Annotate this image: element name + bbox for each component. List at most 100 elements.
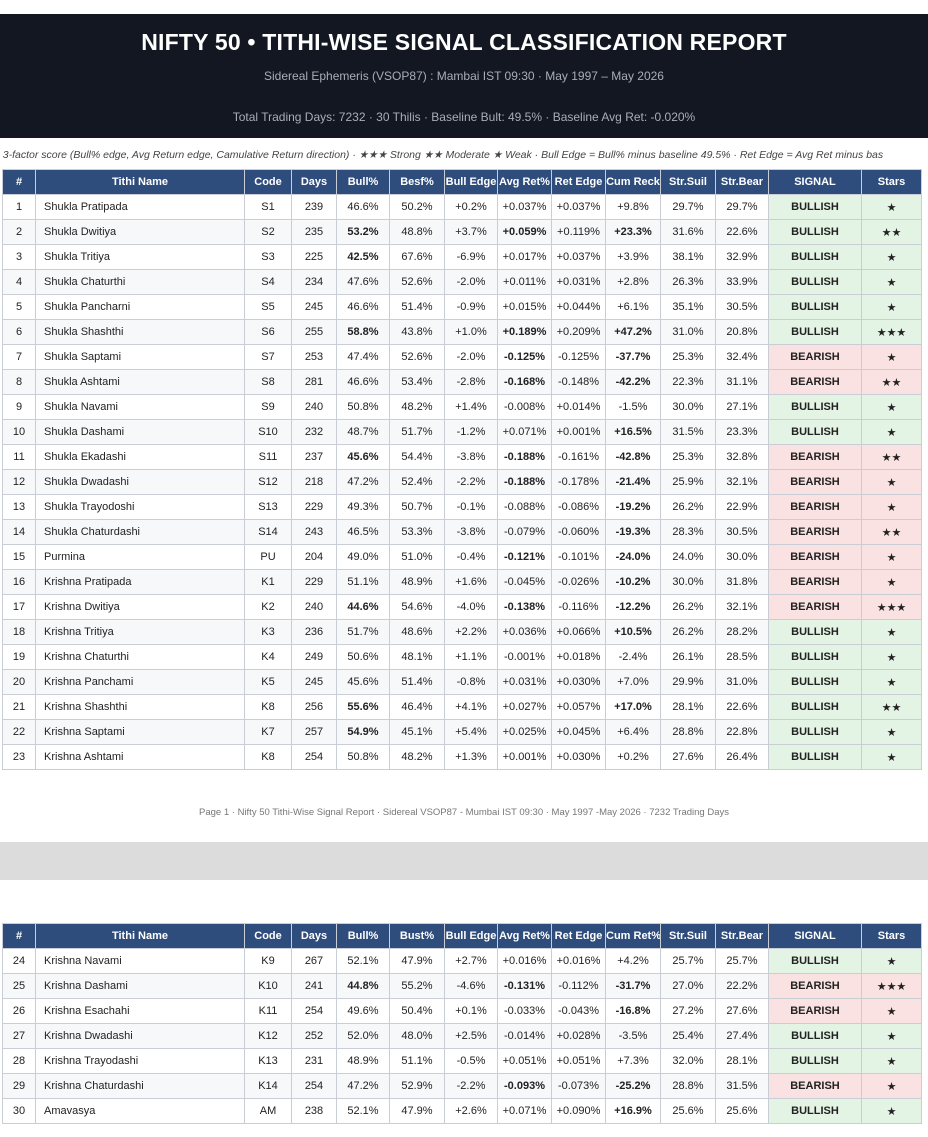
signal-badge: BEARISH xyxy=(768,369,862,395)
bear-pct: 50.7% xyxy=(389,494,445,520)
row-number: 22 xyxy=(2,719,36,745)
cum-return: +16.5% xyxy=(605,419,661,445)
streak-bear: 29.7% xyxy=(715,194,769,220)
cum-return: -37.7% xyxy=(605,344,661,370)
table-row: 2 Shukla Dwitiya S2 235 53.2% 48.8% +3.7% +0.05… xyxy=(2,219,922,245)
streak-bear: 23.3% xyxy=(715,419,769,445)
streak-bull: 29.9% xyxy=(660,669,716,695)
bull-edge: +2.6% xyxy=(444,1098,498,1124)
bear-pct: 50.4% xyxy=(389,998,445,1024)
tithi-name: Krishna Esachahi xyxy=(35,998,245,1024)
streak-bear: 28.1% xyxy=(715,1048,769,1074)
avg-return: -0.045% xyxy=(497,569,552,595)
tithi-name: Shukla Dwitiya xyxy=(35,219,245,245)
stars-rating: ★ xyxy=(861,244,922,270)
row-number: 29 xyxy=(2,1073,36,1099)
row-number: 16 xyxy=(2,569,36,595)
column-header-avg-return: Avg Ret% xyxy=(497,169,552,195)
signal-badge: BEARISH xyxy=(768,544,862,570)
stars-rating: ★ xyxy=(861,419,922,445)
tithi-name: Shukla Saptami xyxy=(35,344,245,370)
bull-edge: -3.8% xyxy=(444,519,498,545)
column-header-streak-bull: Str.Suil xyxy=(660,923,716,949)
bull-pct: 54.9% xyxy=(336,719,390,745)
tithi-name: Krishna Pratipada xyxy=(35,569,245,595)
column-header-row-number: # xyxy=(2,923,36,949)
tithi-code: S9 xyxy=(244,394,292,420)
row-number: 2 xyxy=(2,219,36,245)
streak-bull: 25.9% xyxy=(660,469,716,495)
stars-rating: ★ xyxy=(861,544,922,570)
streak-bear: 26.4% xyxy=(715,744,769,770)
column-header-cum-return: Cum Ret% xyxy=(605,923,661,949)
column-header-ret-edge: Ret Edge xyxy=(551,169,606,195)
ret-edge: +0.018% xyxy=(551,644,606,670)
bear-pct: 48.1% xyxy=(389,644,445,670)
stars-rating: ★ xyxy=(861,619,922,645)
bear-pct: 51.1% xyxy=(389,1048,445,1074)
tithi-name: Krishna Dwitiya xyxy=(35,594,245,620)
signal-badge: BULLISH xyxy=(768,669,862,695)
tithi-code: K8 xyxy=(244,744,292,770)
tithi-code: S2 xyxy=(244,219,292,245)
ret-edge: +0.037% xyxy=(551,194,606,220)
bull-pct: 45.6% xyxy=(336,444,390,470)
signal-table-page-2: # Tithi Name Code Days Bull% Bust% Bull Edge Av… xyxy=(2,923,922,1124)
ret-edge: +0.014% xyxy=(551,394,606,420)
streak-bull: 25.7% xyxy=(660,948,716,974)
bear-pct: 51.4% xyxy=(389,669,445,695)
column-header-streak-bear: Str.Bear xyxy=(715,923,769,949)
stars-rating: ★★ xyxy=(861,444,922,470)
avg-return: -0.008% xyxy=(497,394,552,420)
cum-return: -42.2% xyxy=(605,369,661,395)
tithi-code: S8 xyxy=(244,369,292,395)
bull-pct: 50.8% xyxy=(336,744,390,770)
streak-bull: 27.6% xyxy=(660,744,716,770)
streak-bear: 32.8% xyxy=(715,444,769,470)
days-count: 245 xyxy=(291,294,337,320)
tithi-code: S5 xyxy=(244,294,292,320)
streak-bear: 31.5% xyxy=(715,1073,769,1099)
bear-pct: 47.9% xyxy=(389,1098,445,1124)
row-number: 23 xyxy=(2,744,36,770)
days-count: 254 xyxy=(291,998,337,1024)
avg-return: -0.033% xyxy=(497,998,552,1024)
bear-pct: 51.7% xyxy=(389,419,445,445)
streak-bull: 22.3% xyxy=(660,369,716,395)
bull-pct: 58.8% xyxy=(336,319,390,345)
column-header-streak-bull: Str.Suil xyxy=(660,169,716,195)
streak-bear: 27.1% xyxy=(715,394,769,420)
signal-badge: BEARISH xyxy=(768,519,862,545)
avg-return: -0.001% xyxy=(497,644,552,670)
days-count: 231 xyxy=(291,1048,337,1074)
bull-edge: -0.1% xyxy=(444,494,498,520)
table-row: 4 Shukla Chaturthi S4 234 47.6% 52.6% -2.0% +0.… xyxy=(2,269,922,295)
table-row: 17 Krishna Dwitiya K2 240 44.6% 54.6% -4.0% -0.… xyxy=(2,594,922,620)
row-number: 25 xyxy=(2,973,36,999)
stars-rating: ★★ xyxy=(861,519,922,545)
days-count: 257 xyxy=(291,719,337,745)
ret-edge: +0.066% xyxy=(551,619,606,645)
table-row: 14 Shukla Chaturdashi S14 243 46.5% 53.3% -3.8… xyxy=(2,519,922,545)
signal-badge: BULLISH xyxy=(768,719,862,745)
cum-return: -10.2% xyxy=(605,569,661,595)
avg-return: -0.168% xyxy=(497,369,552,395)
streak-bull: 25.4% xyxy=(660,1023,716,1049)
tithi-name: Shukla Tritiya xyxy=(35,244,245,270)
bull-edge: +1.1% xyxy=(444,644,498,670)
stars-rating: ★ xyxy=(861,998,922,1024)
column-header-stars-rating: Stars xyxy=(861,169,922,195)
streak-bear: 22.9% xyxy=(715,494,769,520)
signal-badge: BULLISH xyxy=(768,244,862,270)
table-row: 6 Shukla Shashthi S6 255 58.8% 43.8% +1.0% +0.1… xyxy=(2,319,922,345)
tithi-name: Krishna Shashthi xyxy=(35,694,245,720)
days-count: 235 xyxy=(291,219,337,245)
bull-edge: -1.2% xyxy=(444,419,498,445)
bull-edge: -0.5% xyxy=(444,1048,498,1074)
bull-edge: +2.7% xyxy=(444,948,498,974)
column-header-signal-badge: SIGNAL xyxy=(768,169,862,195)
row-number: 4 xyxy=(2,269,36,295)
column-header-stars-rating: Stars xyxy=(861,923,922,949)
column-header-days-count: Days xyxy=(291,169,337,195)
days-count: 234 xyxy=(291,269,337,295)
